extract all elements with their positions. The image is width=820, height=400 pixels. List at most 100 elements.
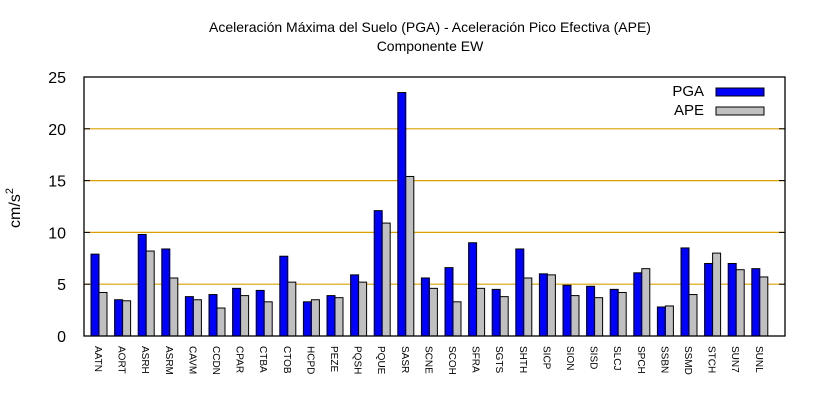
x-tick-label: CCDN [210, 346, 221, 375]
x-tick-label: SCNE [422, 346, 433, 374]
x-tick-label: SPCH [635, 346, 646, 374]
bar-ape-ssbn [664, 305, 674, 337]
y-tick-label: 0 [57, 329, 66, 346]
legend: PGA APE [672, 83, 765, 119]
bar-pga-sun7 [727, 262, 737, 337]
x-tick-label: STCH [706, 346, 717, 373]
bar-pga-sunl [751, 268, 761, 337]
x-tick-label: AORT [116, 346, 127, 374]
bar-ape-asrm [169, 277, 179, 337]
bar-ape-sgts [499, 296, 509, 337]
y-tick-label: 25 [48, 70, 66, 87]
chart-title: Aceleración Máxima del Suelo (PGA) - Ace… [209, 19, 651, 35]
bar-pga-stch [704, 262, 714, 337]
bar-pga-cpar [232, 287, 242, 337]
bar-pga-asrh [137, 233, 147, 337]
bar-ape-aatn [98, 291, 108, 337]
y-axis-label-unit: cm/s [7, 194, 24, 228]
bar-ape-sasr [405, 175, 415, 337]
x-tick-label: PEZE [328, 346, 339, 372]
bar-ape-cpar [240, 295, 250, 337]
plot-frame [83, 76, 786, 337]
bar-pga-asrm [161, 248, 171, 337]
y-tick-label: 5 [57, 277, 66, 294]
bar-ape-sion [570, 295, 580, 337]
x-tick-label: SLCJ [611, 346, 622, 370]
bar-pga-sicp [538, 273, 548, 337]
bar-ape-scoh [452, 301, 462, 337]
bar-ape-pque [381, 222, 391, 337]
y-tick-label: 15 [48, 174, 66, 191]
bar-pga-cavm [184, 296, 194, 337]
x-tick-label: SUNL [753, 346, 764, 373]
x-tick-label: CTOB [281, 346, 292, 374]
x-tick-label: SION [564, 346, 575, 370]
y-axis-label: cm/s2 [4, 188, 24, 228]
legend-label-ape: APE [674, 102, 704, 119]
x-tick-label: SICP [540, 346, 551, 370]
bar-ape-scne [428, 287, 438, 337]
x-tick-label: ASRH [139, 346, 150, 374]
x-tick-label: SFRA [470, 346, 481, 373]
bar-ape-cavm [192, 299, 202, 337]
bar-pga-sion [562, 284, 572, 337]
bar-pga-ssbn [656, 306, 666, 337]
bar-ape-slcj [617, 291, 627, 337]
x-tick-label: SUN7 [729, 346, 740, 373]
x-tick-label: SGTS [493, 346, 504, 374]
bar-pga-ctba [255, 289, 265, 337]
x-tick-label: PQUE [375, 346, 386, 375]
x-tick-label: AATN [92, 346, 103, 372]
bar-ape-sicp [546, 274, 556, 337]
bar-ape-spch [641, 268, 651, 337]
bar-pga-sisd [586, 285, 596, 337]
x-tick-label: SASR [399, 346, 410, 373]
chart-subtitle: Componente EW [377, 38, 484, 54]
legend-swatch-pga [715, 87, 765, 97]
bar-pga-spch [633, 272, 643, 337]
x-tick-label: SISD [588, 346, 599, 369]
legend-swatch-ape [715, 106, 765, 116]
bar-pga-slcj [609, 288, 619, 337]
bar-pga-ccdn [208, 294, 218, 337]
bar-pga-ssmd [680, 247, 690, 337]
y-tick-label: 20 [48, 122, 66, 139]
bar-pga-scoh [444, 267, 454, 337]
bar-pga-sfra [468, 242, 478, 337]
bar-ape-pqsh [358, 281, 368, 337]
bar-ape-ccdn [216, 307, 226, 337]
bar-pga-sasr [397, 92, 407, 337]
x-tick-label: SHTH [517, 346, 528, 373]
bar-ape-shth [523, 277, 533, 337]
bar-pga-hcpd [302, 301, 312, 337]
y-axis-label-sup: 2 [4, 188, 16, 194]
bar-ape-ctob [287, 281, 297, 337]
x-tick-label: SSBN [658, 346, 669, 373]
bar-pga-peze [326, 295, 336, 337]
bar-ape-hcpd [310, 299, 320, 337]
bar-ape-stch [712, 252, 722, 337]
x-tick-label: SSMD [682, 346, 693, 375]
bar-ape-sun7 [735, 269, 745, 337]
bar-pga-pqsh [350, 274, 360, 337]
bar-ape-ssmd [688, 294, 698, 337]
bar-pga-aatn [90, 253, 100, 337]
x-tick-label: PQSH [352, 346, 363, 374]
y-tick-label: 10 [48, 225, 66, 242]
legend-label-pga: PGA [672, 83, 704, 100]
bar-pga-sgts [491, 288, 501, 337]
x-tick-label: CTBA [257, 346, 268, 373]
bar-ape-sfra [476, 287, 486, 337]
x-tick-label: SCOH [446, 346, 457, 375]
bar-ape-peze [334, 297, 344, 337]
bar-ape-asrh [145, 250, 155, 337]
x-tick-label: HCPD [304, 346, 315, 374]
bar-ape-ctba [263, 301, 273, 337]
bar-ape-sunl [759, 276, 769, 337]
bar-ape-aort [122, 300, 132, 337]
x-tick-label: ASRM [163, 346, 174, 375]
x-tick-label: CAVM [186, 346, 197, 374]
bar-pga-aort [114, 299, 124, 337]
bar-pga-pque [373, 210, 383, 337]
